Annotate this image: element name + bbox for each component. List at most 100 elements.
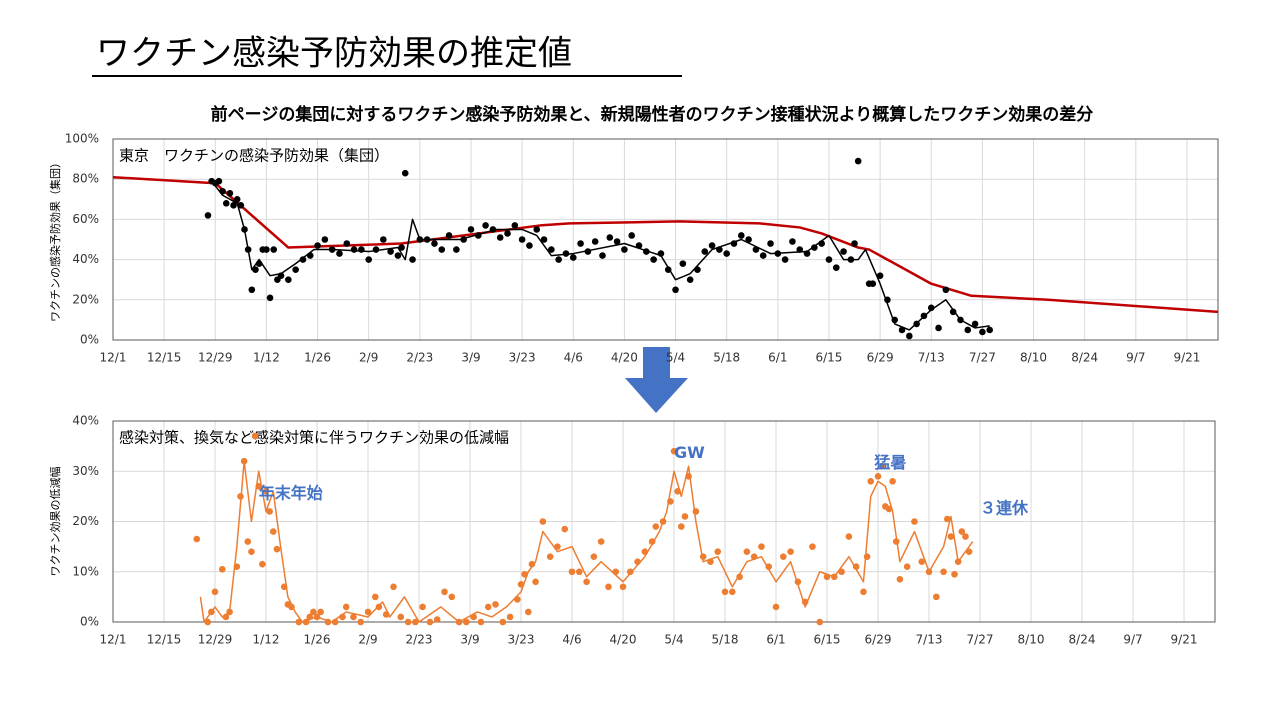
point [838, 568, 845, 576]
point [863, 553, 871, 560]
down-arrow [625, 347, 688, 413]
point [517, 581, 525, 588]
point [314, 242, 321, 249]
point [499, 618, 507, 626]
point [597, 538, 605, 545]
point [292, 266, 299, 273]
point [701, 248, 709, 255]
point [277, 272, 285, 279]
point [925, 568, 933, 576]
point [634, 558, 641, 565]
point [390, 583, 397, 591]
x-tick-label: 6/15 [815, 351, 842, 365]
point [295, 618, 303, 626]
x-tick-label: 1/26 [304, 633, 331, 647]
chart-bottom: 0% 10% 20% 30% 40% 12/1 12/15 12/29 1/12 1/26 2/9 2… [48, 414, 1216, 647]
point [218, 565, 226, 573]
point [672, 286, 679, 294]
point [699, 553, 707, 560]
point [605, 583, 612, 591]
x-tick-label: 5/18 [712, 633, 739, 647]
point [412, 618, 419, 626]
point [891, 316, 899, 324]
point [339, 613, 346, 621]
point [670, 447, 678, 455]
point [816, 618, 824, 626]
point [524, 608, 532, 616]
point [679, 260, 687, 267]
point [852, 563, 860, 571]
point [453, 246, 460, 253]
point [674, 488, 681, 495]
point [591, 238, 599, 245]
x-tick-label: 6/29 [865, 633, 892, 647]
x-tick-label: 1/12 [253, 633, 280, 647]
point [288, 603, 295, 611]
point [759, 252, 767, 259]
point [831, 573, 838, 581]
y-tick-label: 40% [72, 414, 99, 428]
point [736, 573, 743, 581]
x-tick-label: 9/21 [1171, 633, 1198, 647]
point [743, 548, 751, 555]
point [470, 613, 477, 621]
point [707, 558, 714, 565]
point [215, 177, 223, 185]
point [244, 246, 252, 253]
point [255, 483, 263, 490]
point [331, 618, 339, 626]
point [302, 618, 310, 626]
point [686, 276, 694, 284]
point [809, 543, 816, 550]
point [433, 616, 441, 623]
point [528, 560, 536, 568]
point [455, 618, 463, 626]
point [266, 508, 273, 515]
x-tick-label: 8/24 [1071, 351, 1098, 365]
point [540, 236, 548, 243]
x-tick-label: 8/10 [1018, 633, 1045, 647]
x-tick-label: 6/1 [768, 351, 787, 365]
y-tick-label: 20% [72, 292, 99, 306]
x-tick-label: 9/7 [1126, 351, 1145, 365]
x-tick-label: 7/27 [969, 351, 996, 365]
x-tick-label: 2/23 [406, 351, 433, 365]
point [226, 189, 234, 197]
x-tick-label: 12/29 [198, 633, 233, 647]
point [251, 432, 259, 440]
chart-top: 0% 20% 40% 60% 80% 100% 12/1 12/15 12/29 1/12 1/26… [48, 132, 1219, 365]
point [241, 226, 248, 233]
point [933, 593, 940, 601]
point [787, 548, 794, 555]
point [222, 200, 230, 207]
x-tick-label: 6/29 [867, 351, 894, 365]
point [324, 618, 332, 626]
point [226, 608, 233, 616]
point [767, 240, 774, 247]
point [577, 240, 584, 247]
point [723, 250, 730, 257]
point [342, 603, 350, 611]
point [892, 538, 900, 545]
point [889, 478, 896, 485]
point [954, 558, 962, 565]
point [920, 312, 928, 320]
point [380, 236, 387, 243]
point [222, 613, 230, 621]
point [612, 568, 620, 576]
point [780, 553, 787, 560]
x-tick-label: 3/23 [508, 633, 535, 647]
x-tick-label: 3/9 [460, 633, 479, 647]
point [521, 570, 528, 578]
point [951, 570, 958, 578]
point [896, 575, 904, 583]
point [394, 252, 402, 259]
point [599, 252, 606, 259]
x-tick-label: 12/15 [147, 633, 182, 647]
point [979, 328, 986, 336]
point [273, 545, 281, 553]
x-tick-label: 12/1 [100, 633, 127, 647]
point [467, 226, 475, 233]
point [358, 246, 365, 253]
chart-title: 東京 ワクチンの感染予防効果（集団） [119, 147, 389, 165]
